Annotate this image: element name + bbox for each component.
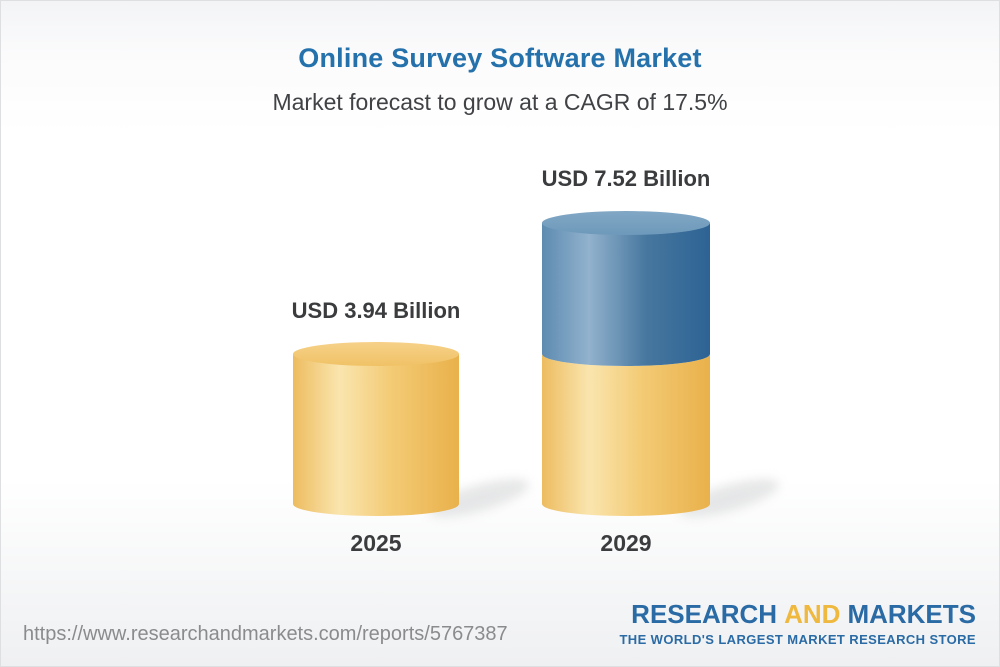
value-label-2025: USD 3.94 Billion [291, 298, 461, 323]
category-label-2025: 2025 [350, 530, 402, 556]
research-and-markets-logo: RESEARCH AND MARKETS THE WORLD'S LARGEST M… [619, 601, 976, 647]
category-label-2029: 2029 [600, 530, 652, 556]
logo-tagline: THE WORLD'S LARGEST MARKET RESEARCH STOR… [619, 632, 976, 647]
chart-subtitle: Market forecast to grow at a CAGR of 17.… [272, 89, 728, 115]
value-label-2029: USD 7.52 Billion [541, 166, 711, 191]
bar-2029-cylinder [542, 211, 710, 516]
chart-title: Online Survey Software Market [298, 43, 702, 73]
logo-markets: MARKETS [847, 599, 976, 629]
report-url[interactable]: https://www.researchandmarkets.com/repor… [23, 623, 508, 645]
logo-research: RESEARCH [631, 599, 778, 629]
bar-2025-cylinder [293, 342, 459, 516]
logo-wordmark: RESEARCH AND MARKETS [631, 601, 976, 627]
bar-2029-base-segment [542, 354, 710, 516]
bar-2029-growth-segment [542, 223, 710, 366]
logo-and: AND [784, 599, 841, 629]
